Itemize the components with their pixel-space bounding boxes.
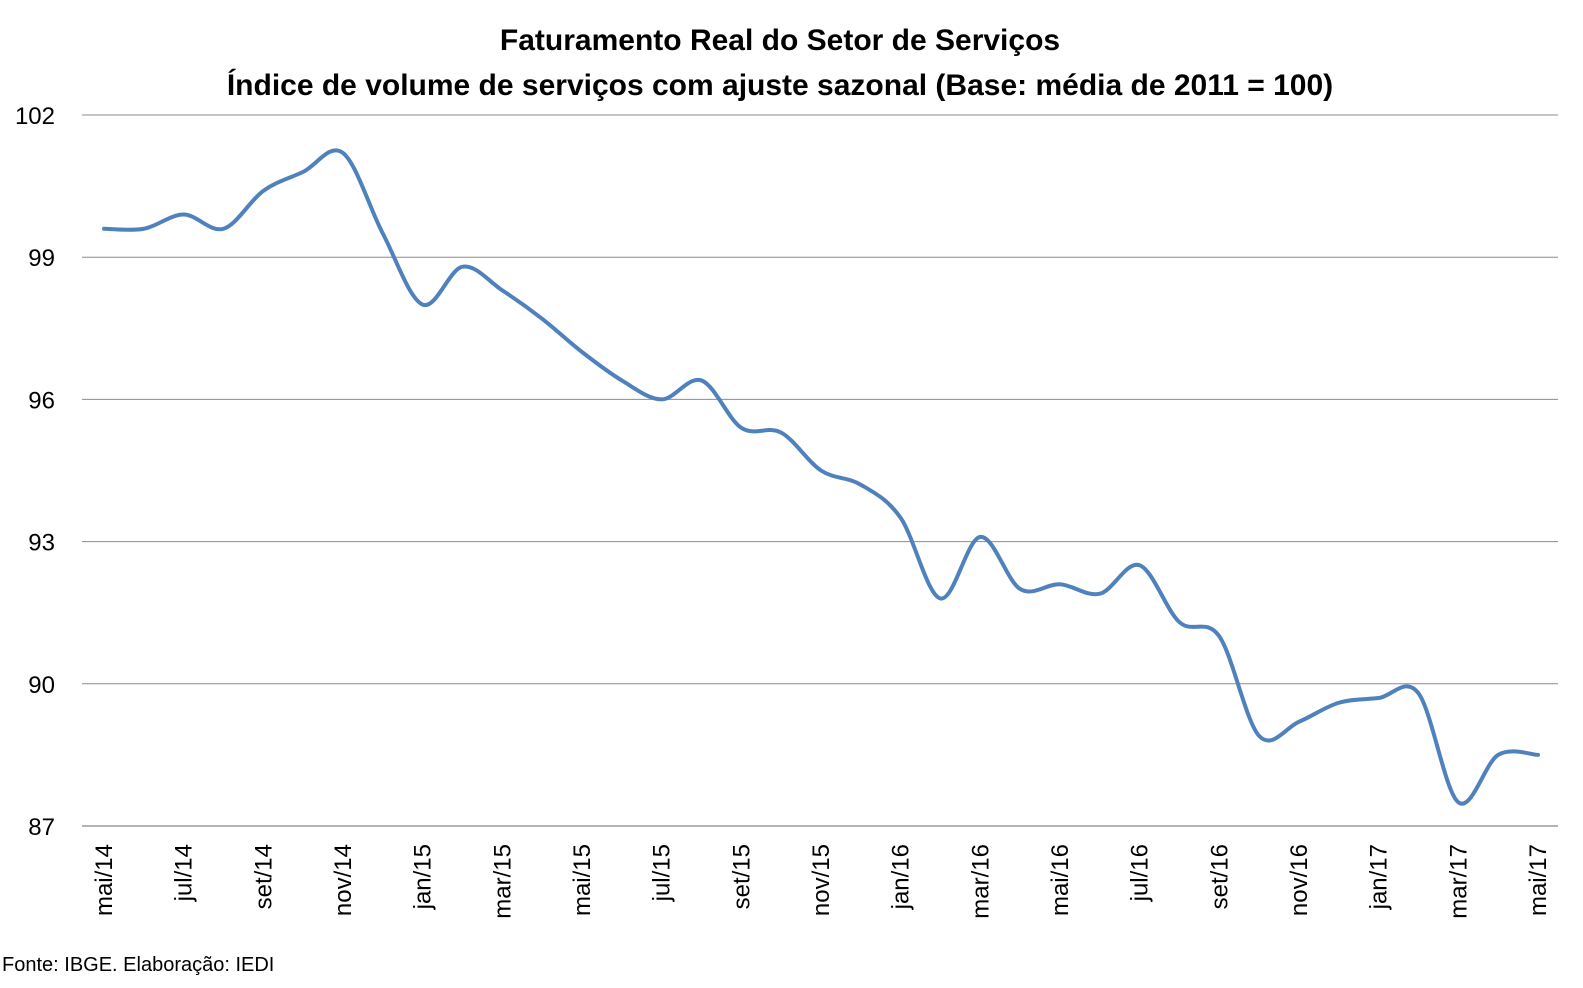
x-tick-label: mai/14 — [91, 844, 118, 916]
x-tick-label: jul/16 — [1127, 844, 1154, 902]
data-point-ago/16 — [1178, 620, 1182, 624]
data-point-jan/15 — [421, 303, 425, 307]
data-point-ago/14 — [222, 227, 226, 231]
data-point-nov/15 — [819, 469, 823, 473]
x-tick-label: jan/17 — [1366, 844, 1393, 910]
data-point-set/14 — [261, 189, 265, 193]
data-point-jan/16 — [899, 516, 903, 520]
data-point-jun/16 — [1098, 592, 1102, 596]
y-tick-label: 96 — [28, 387, 55, 414]
x-tick-label: set/14 — [250, 844, 277, 909]
y-tick-label: 90 — [28, 672, 55, 699]
data-point-dez/15 — [859, 483, 863, 487]
y-tick-label: 102 — [15, 103, 55, 130]
data-point-jun/14 — [142, 227, 146, 231]
data-point-out/14 — [301, 170, 305, 174]
data-point-dez/16 — [1337, 701, 1341, 705]
data-point-mai/16 — [1058, 582, 1062, 586]
series-line-0 — [102, 148, 1540, 806]
gridlines — [82, 114, 1558, 827]
data-point-out/15 — [779, 431, 783, 435]
x-tick-label: jul/15 — [649, 844, 676, 902]
x-tick-label: jul/14 — [171, 844, 198, 902]
x-tick-label: nov/16 — [1286, 844, 1313, 916]
data-point-mar/17 — [1456, 800, 1460, 804]
data-point-mai/15 — [580, 350, 584, 354]
data-point-set/15 — [739, 426, 743, 430]
y-tick-label: 87 — [28, 814, 55, 841]
source-note: Fonte: IBGE. Elaboração: IEDI — [2, 954, 275, 976]
data-point-jan/17 — [1377, 696, 1381, 700]
x-tick-label: mai/15 — [569, 844, 596, 916]
data-point-fev/17 — [1417, 691, 1421, 695]
x-tick-label: mar/15 — [489, 844, 516, 919]
x-tick-label: nov/15 — [808, 844, 835, 916]
y-tick-label: 93 — [28, 530, 55, 557]
data-point-dez/14 — [381, 232, 385, 236]
x-tick-label: set/16 — [1206, 844, 1233, 909]
data-point-jul/14 — [182, 213, 186, 217]
x-tick-label: set/15 — [728, 844, 755, 909]
data-point-mar/16 — [978, 535, 982, 539]
data-point-jul/16 — [1138, 563, 1142, 567]
data-point-set/16 — [1217, 634, 1221, 638]
data-point-abr/15 — [540, 317, 544, 321]
x-tick-label: mar/17 — [1445, 844, 1472, 919]
data-point-fev/16 — [939, 596, 943, 600]
data-point-abr/17 — [1496, 753, 1500, 757]
data-point-fev/15 — [461, 265, 465, 269]
x-axis-ticks: mai/14 jul/14 set/14 nov/14 jan/15 mar/15 mai/… — [91, 844, 1552, 919]
y-axis-ticks: 87 90 93 96 99 102 — [15, 103, 55, 841]
data-point-out/16 — [1257, 734, 1261, 738]
y-tick-label: 99 — [28, 245, 55, 272]
data-point-nov/16 — [1297, 720, 1301, 724]
data-point-mai/14 — [102, 227, 106, 231]
x-tick-label: nov/14 — [330, 844, 357, 916]
chart-subtitle: Índice de volume de serviços com ajuste … — [227, 68, 1333, 102]
chart-title: Faturamento Real do Setor de Serviços — [500, 24, 1060, 57]
data-point-nov/14 — [341, 151, 345, 155]
data-point-jun/15 — [620, 378, 624, 382]
x-tick-label: jan/16 — [888, 844, 915, 910]
data-point-abr/16 — [1018, 587, 1022, 591]
data-point-mai/17 — [1536, 753, 1540, 757]
data-point-mar/15 — [500, 288, 504, 292]
x-tick-label: mar/16 — [967, 844, 994, 919]
data-point-ago/15 — [700, 378, 704, 382]
data-point-jul/15 — [660, 397, 664, 401]
x-tick-label: mai/17 — [1525, 844, 1552, 916]
x-tick-label: mai/16 — [1047, 844, 1074, 916]
x-tick-label: jan/15 — [410, 844, 437, 910]
series-group — [102, 148, 1540, 806]
